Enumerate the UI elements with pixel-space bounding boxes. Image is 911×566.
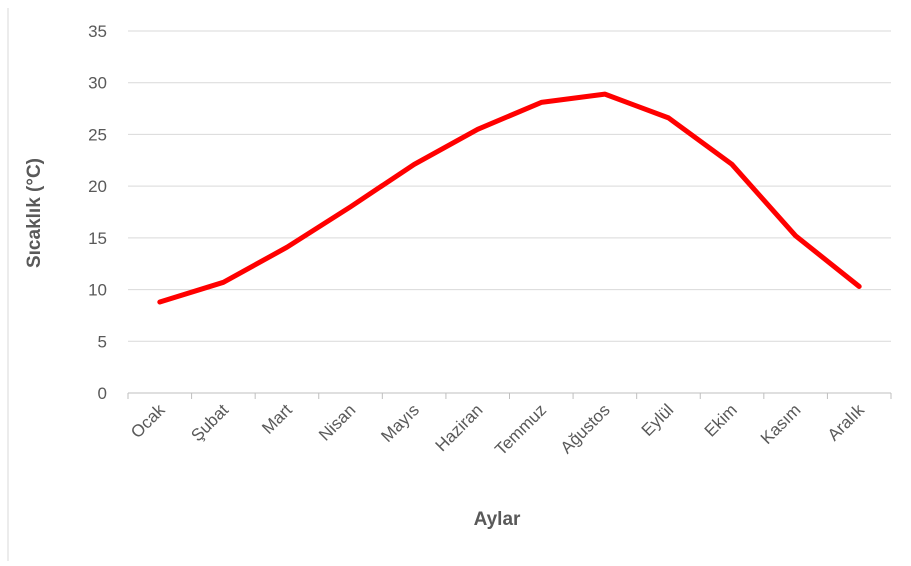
y-tick-label: 30 (88, 74, 107, 93)
x-tick-label: Ekim (701, 400, 741, 440)
x-tick-label: Temmuz (491, 400, 550, 459)
x-tick-label: Şubat (187, 400, 232, 445)
x-tick-label: Aralık (824, 400, 869, 445)
y-tick-label: 15 (88, 229, 107, 248)
y-axis-title: Sıcaklık (°C) (24, 158, 45, 268)
y-axis-tick-labels: 0 5 10 15 20 25 30 35 (88, 22, 107, 403)
series-group (157, 91, 862, 305)
x-tick-label: Mart (258, 400, 296, 438)
x-tick-label: Mayıs (377, 400, 422, 445)
y-tick-label: 25 (88, 125, 107, 144)
x-tick-label: Eylül (638, 400, 677, 439)
x-axis-title: Aylar (474, 509, 521, 530)
x-tick-label: Haziran (432, 400, 487, 455)
y-tick-label: 0 (98, 384, 107, 403)
y-tick-label: 20 (88, 177, 107, 196)
x-axis-tick-labels: Ocak Şubat Mart Nisan Mayıs Haziran Temmuz Ağus… (127, 400, 868, 459)
y-tick-label: 5 (98, 332, 107, 351)
x-tick-label: Nisan (315, 400, 359, 444)
x-tick-label: Kasım (757, 400, 805, 448)
x-tick-label: Ocak (127, 400, 169, 442)
x-tick-label: Ağustos (557, 400, 614, 457)
series-line (157, 91, 862, 305)
y-tick-label: 10 (88, 281, 107, 300)
gridlines (127, 30, 892, 399)
y-tick-label: 35 (88, 22, 107, 41)
